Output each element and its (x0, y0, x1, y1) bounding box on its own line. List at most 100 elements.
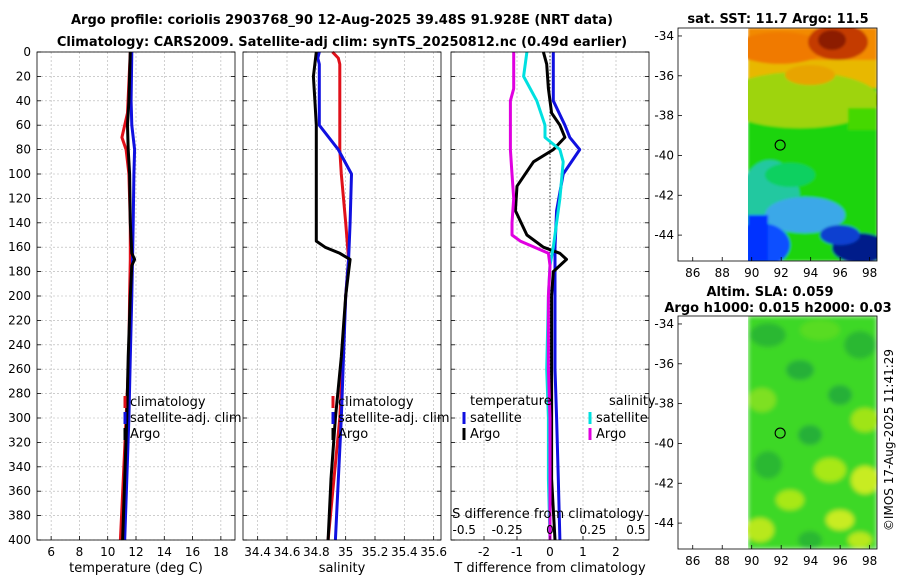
x-tick-label: 35.4 (391, 545, 418, 559)
figure-title-line1: Argo profile: coriolis 2903768_90 12-Aug… (71, 13, 613, 28)
s-difference-tick-labels: -0.5 -0.25 0 0.25 0.5 (452, 523, 645, 537)
map-y-tick-label: -34 (654, 29, 674, 43)
sst-heatmap-field (748, 28, 877, 261)
series-satellite-adj-clim (123, 51, 137, 541)
map-x-tick-label: 98 (862, 554, 877, 568)
sla-map-frame (677, 315, 878, 550)
y-tick-label: 360 (8, 484, 31, 498)
x-tick-label: -1 (511, 545, 523, 559)
x-tick-label: 34.6 (274, 545, 301, 559)
map-x-tick-label: 86 (685, 554, 700, 568)
y-tick-label: 40 (16, 94, 31, 108)
y-tick-label: 320 (8, 435, 31, 449)
difference-panel: -2 -1 0 1 2 T difference from climatology (450, 51, 650, 576)
map-y-tick-label: -42 (654, 476, 674, 490)
x-tick-label: 8 (76, 545, 84, 559)
map-y-tick-label: -38 (654, 397, 674, 411)
map-x-tick-label: 96 (833, 554, 848, 568)
map-y-tick-label: -40 (654, 436, 674, 450)
x-tick-label: 14 (157, 545, 172, 559)
temperature-legend: climatology satellite-adj. clim Argo (123, 395, 242, 442)
sla-map-title-line2: Argo h1000: 0.015 h2000: 0.03 (664, 301, 891, 316)
y-tick-label: 340 (8, 460, 31, 474)
series-argo (121, 51, 137, 541)
imos-timestamp-watermark: ©IMOS 17-Aug-2025 11:41:29 (882, 349, 896, 531)
sla-heatmap-field (748, 316, 877, 549)
map-x-tick-label: 92 (774, 266, 789, 280)
map-y-tick-label: -44 (654, 516, 674, 530)
top-tick-label: 0.25 (580, 523, 607, 537)
x-tick-label: 6 (47, 545, 55, 559)
x-tick-label: 1 (579, 545, 587, 559)
y-tick-label: 400 (8, 533, 31, 547)
series-argo (311, 51, 352, 541)
legend-label-sal-argo: Argo (596, 427, 626, 442)
map-y-tick-label: -36 (654, 69, 674, 83)
difference-legend: temperature satellite Argo salinity sate… (462, 394, 656, 442)
y-tick-label: 300 (8, 411, 31, 425)
legend-label-temp-satellite: satellite (470, 411, 522, 426)
y-tick-label: 200 (8, 289, 31, 303)
map-x-tick-label: 94 (803, 554, 818, 568)
x-tick-label: 0 (546, 545, 554, 559)
x-axis-label: T difference from climatology (453, 561, 646, 576)
map-x-tick-label: 92 (774, 554, 789, 568)
legend-label-climatology: climatology (338, 395, 414, 410)
series-temperature-argo (513, 51, 568, 541)
x-tick-label: 35.6 (420, 545, 447, 559)
legend-label-argo: Argo (338, 427, 368, 442)
y-tick-label: 80 (16, 143, 31, 157)
x-tick-label: 16 (185, 545, 200, 559)
map-x-tick-label: 88 (715, 266, 730, 280)
map-y-tick-label: -38 (654, 109, 674, 123)
legend-group-title-salinity: salinity (609, 394, 656, 409)
y-tick-label: 60 (16, 118, 31, 132)
y-tick-label: 140 (8, 216, 31, 230)
sst-map-axes: 86 88 90 92 94 96 98 -34 -36 -38 -40 -42 -44 (654, 27, 878, 280)
sst-map-frame (677, 27, 878, 262)
legend-label-sal-satellite: satellite (596, 411, 648, 426)
x-tick-label: 34.8 (303, 545, 330, 559)
legend-label-temp-argo: Argo (470, 427, 500, 442)
legend-label-climatology: climatology (130, 395, 206, 410)
map-y-tick-label: -34 (654, 317, 674, 331)
x-tick-label: -2 (478, 545, 490, 559)
map-y-tick-label: -40 (654, 148, 674, 162)
map-x-tick-label: 88 (715, 554, 730, 568)
temperature-panel: 6 8 10 12 14 16 180204060801001201401601802002… (8, 45, 236, 576)
series-salinity-satellite (522, 51, 565, 541)
map-y-tick-label: -36 (654, 357, 674, 371)
top-tick-label: -0.5 (452, 523, 475, 537)
y-tick-label: 0 (23, 45, 31, 59)
y-tick-label: 260 (8, 362, 31, 376)
x-axis-label: salinity (319, 561, 366, 576)
legend-label-satellite-adj: satellite-adj. clim (338, 411, 450, 426)
y-tick-label: 100 (8, 167, 31, 181)
x-tick-label: 2 (612, 545, 620, 559)
y-tick-label: 120 (8, 191, 31, 205)
s-difference-axis-label: S difference from climatology (452, 507, 644, 522)
y-tick-label: 240 (8, 338, 31, 352)
x-tick-label: 34.4 (244, 545, 271, 559)
y-tick-label: 380 (8, 509, 31, 523)
argo-location-marker (774, 139, 786, 151)
sla-map-axes: 86 88 90 92 94 96 98 -34 -36 -38 -40 -42 -44 (654, 315, 878, 568)
map-x-tick-label: 90 (744, 554, 759, 568)
y-tick-label: 160 (8, 240, 31, 254)
map-x-tick-label: 86 (685, 266, 700, 280)
figure-title-line2: Climatology: CARS2009. Satellite-adj cli… (57, 35, 627, 50)
map-x-tick-label: 98 (862, 266, 877, 280)
salinity-legend: climatology satellite-adj. clim Argo (331, 395, 450, 442)
map-x-tick-label: 94 (803, 266, 818, 280)
y-tick-label: 280 (8, 387, 31, 401)
map-x-tick-label: 90 (744, 266, 759, 280)
x-tick-label: 35 (338, 545, 353, 559)
top-tick-label: -0.25 (492, 523, 523, 537)
y-tick-label: 180 (8, 265, 31, 279)
map-x-tick-label: 96 (833, 266, 848, 280)
legend-label-satellite-adj: satellite-adj. clim (130, 411, 242, 426)
x-tick-label: 10 (100, 545, 115, 559)
series-salinity-argo (508, 52, 552, 540)
argo-location-marker (774, 427, 786, 439)
